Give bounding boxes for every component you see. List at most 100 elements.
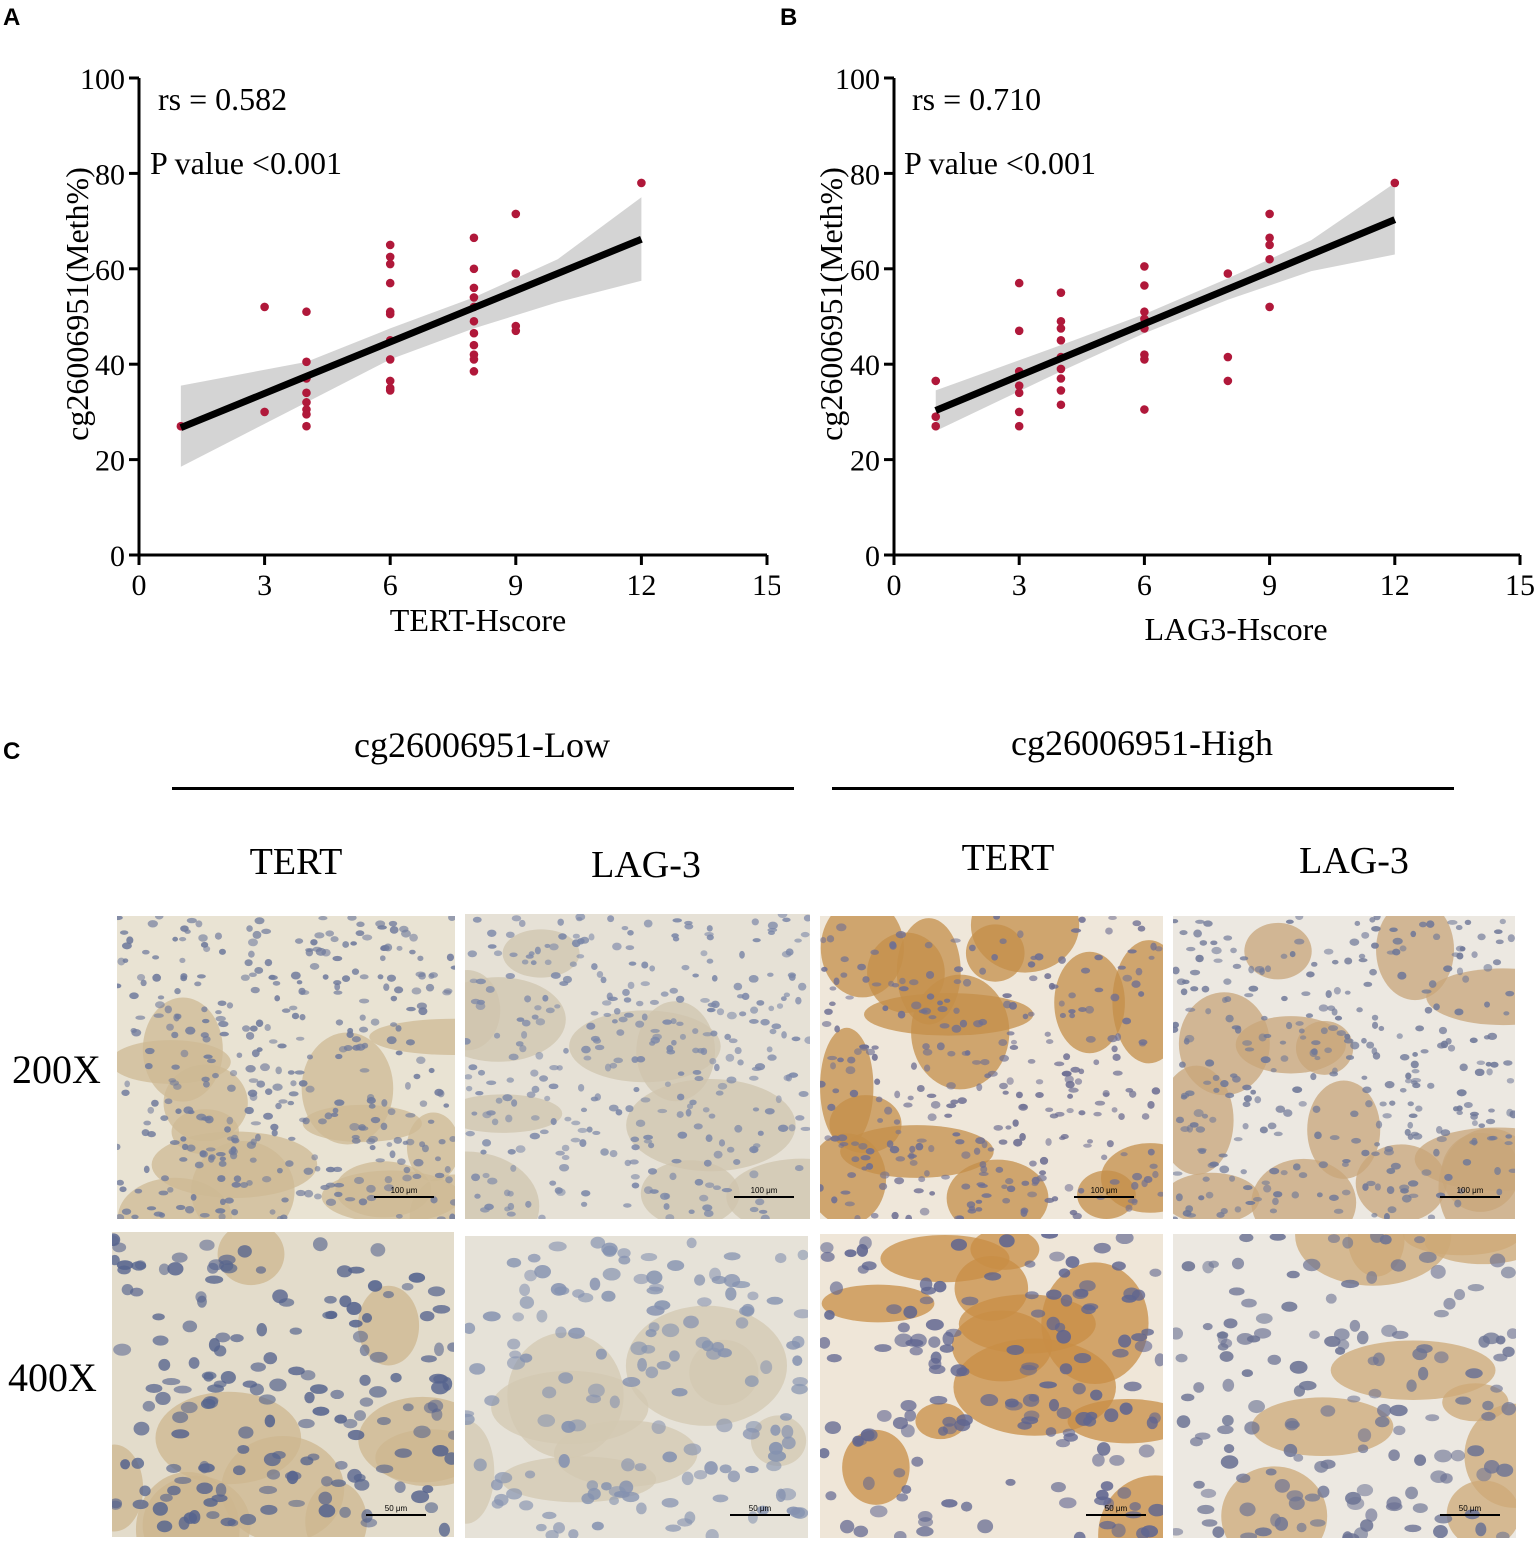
scale-bar-label-1: 100 μm	[390, 1186, 418, 1195]
data-point-15	[385, 278, 395, 288]
scale-bar-3	[1074, 1196, 1134, 1198]
x-tick-label: 6	[1137, 569, 1152, 602]
row-label-200x: 200X	[12, 1047, 101, 1092]
micrograph-high-lag3-200x	[1173, 916, 1515, 1219]
y-tick-label: 100	[80, 63, 125, 96]
scale-bar-6	[730, 1514, 790, 1516]
micrograph-low-lag3-200x	[465, 914, 810, 1219]
scale-bar-label-8: 50 μm	[1458, 1504, 1482, 1513]
scale-bar-label-3: 100 μm	[1090, 1186, 1118, 1195]
y-tick-label: 80	[95, 158, 125, 191]
data-point-9	[1014, 407, 1024, 417]
data-point-13	[1056, 324, 1066, 333]
data-point-4	[302, 307, 311, 317]
data-point-35	[511, 269, 521, 278]
data-point-19	[1056, 400, 1066, 410]
group-title-low: cg26006951-Low	[354, 725, 610, 765]
data-point-8	[302, 398, 311, 407]
data-point-2	[931, 412, 941, 421]
y-axis-label: cg26006951(Meth%)	[813, 167, 849, 441]
panel-letter-a: A	[3, 4, 21, 31]
data-point-11	[302, 421, 311, 431]
micrograph-low-tert-200x	[117, 916, 455, 1219]
panel-letter-b: B	[780, 4, 798, 31]
data-point-12	[385, 240, 395, 250]
x-tick-label: 0	[132, 569, 147, 602]
data-point-19	[385, 355, 395, 364]
y-tick-label: 40	[95, 349, 125, 382]
panel-letter-c: C	[3, 738, 21, 765]
data-point-21	[1140, 281, 1149, 290]
scale-bar-label-7: 50 μm	[1104, 1504, 1128, 1513]
data-point-14	[385, 259, 395, 269]
scale-bar-7	[1086, 1514, 1146, 1516]
scatter-chart-a: 0 20 40 60 80 100 0 3 6 9 12 15 rs = 0.582 P value…	[59, 63, 780, 638]
micrograph-low-lag3-400x	[465, 1236, 808, 1538]
scale-bar-4	[1440, 1196, 1500, 1198]
x-tick-label: 12	[1380, 569, 1410, 602]
data-point-30	[469, 340, 479, 350]
data-point-10	[1014, 421, 1024, 431]
x-tick-label: 3	[1012, 569, 1027, 602]
data-point-35	[1265, 302, 1274, 312]
x-tick-label: 12	[626, 569, 656, 602]
y-tick-label: 80	[850, 158, 880, 191]
y-tick-label: 100	[835, 63, 880, 96]
data-point-26	[1140, 355, 1149, 364]
y-tick-label: 0	[110, 540, 125, 573]
data-point-12	[1056, 316, 1066, 326]
confidence-band	[935, 182, 1395, 431]
data-point-1	[931, 376, 941, 386]
data-point-32	[1265, 233, 1274, 243]
data-point-5	[302, 357, 311, 367]
data-point-20	[1140, 262, 1149, 271]
data-point-17	[385, 309, 395, 319]
y-tick-label: 60	[850, 254, 880, 287]
x-tick-label: 6	[383, 569, 398, 602]
column-label-high-tert: TERT	[961, 837, 1055, 879]
scale-bar-8	[1440, 1514, 1500, 1516]
data-point-4	[1014, 278, 1024, 288]
data-point-29	[1223, 352, 1233, 362]
data-point-30	[1223, 376, 1233, 386]
y-tick-label: 20	[95, 445, 125, 478]
data-point-28	[469, 316, 479, 326]
data-point-29	[469, 328, 479, 338]
rs-annotation: rs = 0.582	[158, 81, 287, 117]
data-point-18	[1056, 386, 1066, 395]
data-point-14	[1056, 336, 1066, 345]
column-label-high-lag3: LAG-3	[1299, 840, 1409, 882]
scale-bar-label-2: 100 μm	[750, 1186, 778, 1195]
x-axis-label: TERT-Hscore	[390, 602, 566, 638]
data-point-22	[1140, 307, 1149, 317]
data-point-3	[260, 407, 269, 417]
micrograph-high-tert-400x	[820, 1234, 1163, 1538]
data-point-33	[469, 367, 479, 376]
scale-bar-5	[366, 1514, 426, 1516]
y-tick-label: 20	[850, 445, 880, 478]
x-tick-label: 15	[752, 569, 780, 602]
x-tick-label: 9	[508, 569, 523, 602]
column-label-low-tert: TERT	[249, 841, 343, 883]
x-axis-label: LAG3-Hscore	[1144, 611, 1327, 647]
rs-annotation: rs = 0.710	[912, 81, 1041, 117]
micrograph-low-tert-400x	[112, 1232, 454, 1537]
group-title-high: cg26006951-High	[1011, 723, 1273, 763]
data-point-7	[302, 388, 311, 398]
data-point-25	[469, 283, 479, 293]
scale-bar-1	[374, 1196, 434, 1198]
data-point-17	[1056, 374, 1066, 383]
x-tick-label: 3	[257, 569, 272, 602]
data-point-22	[385, 386, 395, 395]
data-point-16	[1056, 364, 1066, 374]
data-point-23	[469, 233, 479, 243]
y-axis-label: cg26006951(Meth%)	[59, 167, 95, 441]
data-point-8	[1014, 388, 1024, 398]
scale-bar-label-6: 50 μm	[748, 1504, 772, 1513]
p-value-annotation: P value <0.001	[150, 145, 342, 181]
y-tick-label: 0	[865, 540, 880, 573]
scale-bar-label-4: 100 μm	[1456, 1186, 1484, 1195]
data-point-36	[1390, 178, 1400, 188]
data-point-3	[931, 421, 941, 431]
scale-bar-label-5: 50 μm	[384, 1504, 408, 1513]
